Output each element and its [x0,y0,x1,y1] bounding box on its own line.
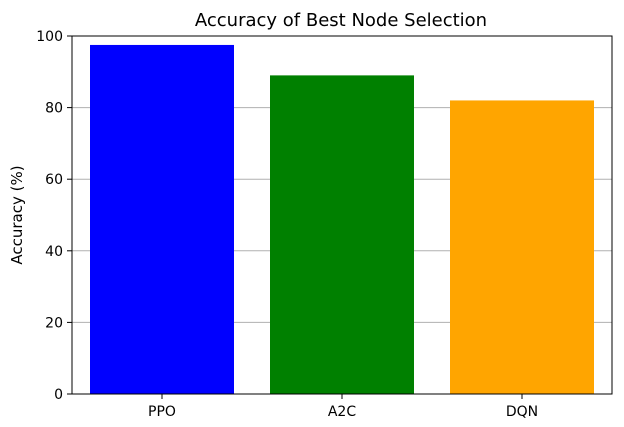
x-tick-label: DQN [506,404,538,420]
bar-a2c [270,75,414,394]
y-tick-label: 0 [54,387,63,403]
y-tick-label: 60 [45,172,63,188]
x-tick-label: PPO [148,404,176,420]
chart-title: Accuracy of Best Node Selection [195,10,487,31]
bar-dqn [450,100,594,394]
y-tick-label: 20 [45,315,63,331]
y-tick-label: 80 [45,101,63,117]
y-axis-label: Accuracy (%) [8,165,26,264]
bars [90,44,594,394]
y-axis-ticks: 0 20 40 60 80 100 [36,29,72,403]
bar-ppo [90,44,234,394]
x-axis-ticks: PPO A2C DQN [148,394,538,420]
x-tick-label: A2C [328,404,356,420]
y-tick-label: 40 [45,244,63,260]
y-tick-label: 100 [36,29,63,45]
